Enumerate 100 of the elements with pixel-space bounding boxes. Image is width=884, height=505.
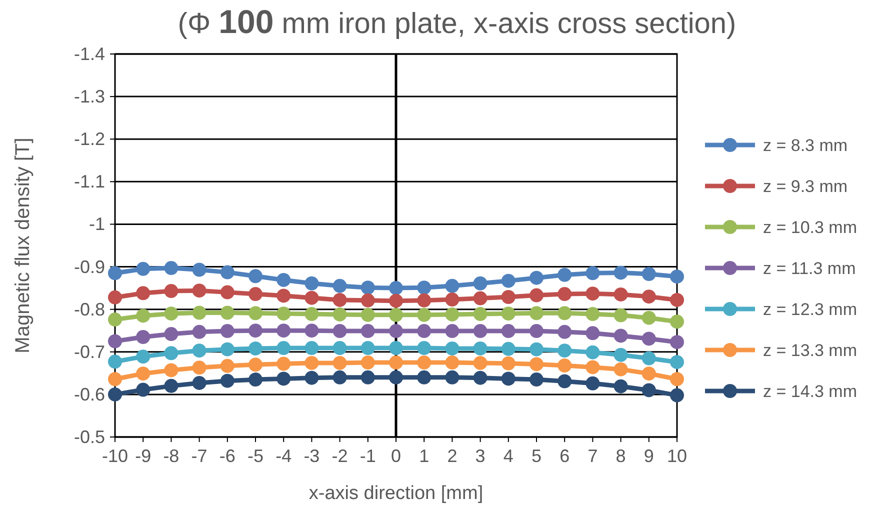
point [473, 341, 488, 356]
point [304, 341, 319, 356]
point [332, 370, 347, 384]
point [501, 324, 516, 338]
x-axis-title: x-axis direction [mm] [308, 483, 484, 504]
point [276, 341, 291, 356]
legend-label: z = 8.3 mm [763, 136, 848, 155]
point [108, 334, 122, 348]
x-tick-label: -9 [135, 446, 152, 466]
point [614, 348, 628, 362]
point [332, 341, 347, 356]
point [642, 267, 656, 282]
point [192, 284, 206, 298]
point [642, 290, 656, 304]
point [360, 293, 375, 308]
point [586, 307, 600, 322]
point [108, 266, 122, 280]
point [136, 350, 150, 364]
point [108, 312, 122, 327]
point [445, 278, 460, 293]
point [670, 314, 684, 329]
x-tick-label: 8 [616, 446, 626, 466]
point [136, 382, 150, 397]
point [136, 262, 150, 276]
x-tick-label: 7 [588, 446, 598, 466]
point [248, 269, 262, 284]
point [586, 376, 600, 390]
y-tick-label: -0.6 [74, 384, 105, 404]
point [164, 346, 178, 360]
y-axis-title: Magnetic flux density [T] [12, 138, 34, 354]
point [164, 363, 178, 378]
point [389, 281, 403, 296]
point [614, 379, 628, 394]
x-tick-label: 1 [419, 446, 430, 466]
x-tick-label: 2 [447, 446, 458, 466]
point [670, 372, 684, 386]
point [220, 374, 234, 388]
point [586, 286, 600, 301]
point [417, 341, 432, 356]
chart-title: (Φ 100 mm iron plate, x-axis cross section) [178, 3, 736, 40]
point [389, 308, 403, 322]
point [304, 307, 319, 322]
point [136, 330, 150, 344]
point [670, 335, 684, 350]
point [670, 388, 684, 402]
x-tick-label: -8 [163, 446, 180, 466]
point [220, 342, 234, 356]
legend-label: z = 9.3 mm [763, 177, 848, 196]
point [530, 357, 544, 372]
point [389, 294, 403, 308]
point [360, 356, 375, 370]
point [473, 291, 488, 306]
point [586, 345, 600, 360]
point [192, 360, 206, 375]
point [332, 292, 347, 307]
point [332, 307, 347, 322]
point [164, 378, 178, 393]
point [389, 324, 403, 338]
point [164, 327, 178, 342]
point [558, 324, 572, 339]
x-tick-label: 10 [666, 446, 688, 466]
point [614, 266, 628, 280]
legend-label: z = 14.3 mm [763, 382, 858, 401]
legend-label: z = 10.3 mm [763, 218, 858, 237]
y-tick-label: -1.4 [74, 44, 105, 64]
point [276, 306, 291, 321]
point [614, 308, 628, 322]
point [586, 360, 600, 374]
x-tick-label: -3 [304, 446, 320, 466]
point [108, 372, 122, 386]
point [473, 370, 488, 385]
y-tick-label: -1 [88, 214, 105, 234]
point [192, 306, 206, 320]
point [642, 332, 656, 346]
x-tick-label: 5 [531, 446, 542, 466]
point [220, 306, 234, 320]
point [304, 370, 319, 385]
point [360, 308, 375, 322]
point [586, 266, 600, 280]
point [192, 376, 206, 390]
point [304, 290, 319, 305]
point [389, 341, 403, 356]
point [276, 372, 291, 386]
point [558, 287, 572, 302]
legend-label: z = 13.3 mm [763, 341, 858, 360]
point [332, 324, 347, 338]
point [614, 287, 628, 302]
point [417, 293, 432, 308]
x-tick-label: -10 [102, 446, 128, 466]
point [473, 324, 488, 338]
point [136, 308, 150, 323]
point [332, 278, 347, 293]
point [108, 290, 122, 304]
point [473, 356, 488, 370]
point [248, 358, 262, 372]
point [360, 341, 375, 356]
point [642, 310, 656, 325]
point [530, 270, 544, 285]
point [473, 276, 488, 290]
x-tick-label: -5 [247, 446, 264, 466]
